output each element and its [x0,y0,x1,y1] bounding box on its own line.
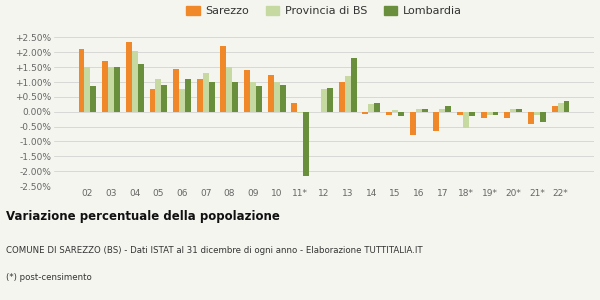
Bar [114,67,120,112]
Bar [469,112,475,116]
Bar [433,112,439,131]
Bar [457,112,463,115]
Bar [226,67,232,112]
Bar [552,106,557,112]
Bar [155,79,161,112]
Bar [528,112,534,124]
Bar [540,112,546,122]
Bar [511,109,516,112]
Bar [91,86,96,112]
Bar [256,86,262,112]
Bar [274,82,280,112]
Legend: Sarezzo, Provincia di BS, Lombardia: Sarezzo, Provincia di BS, Lombardia [182,1,466,21]
Bar [250,82,256,112]
Bar [303,112,309,176]
Bar [197,79,203,112]
Bar [102,61,108,112]
Bar [422,109,428,112]
Bar [179,89,185,112]
Bar [398,112,404,116]
Bar [244,70,250,112]
Text: Variazione percentuale della popolazione: Variazione percentuale della popolazione [6,210,280,223]
Bar [563,101,569,112]
Bar [481,112,487,118]
Bar [149,89,155,112]
Bar [516,109,522,112]
Bar [280,85,286,112]
Bar [374,103,380,112]
Bar [416,109,422,112]
Bar [232,82,238,112]
Bar [108,67,114,112]
Bar [268,75,274,112]
Bar [350,58,356,112]
Bar [137,64,143,112]
Bar [392,110,398,112]
Bar [327,88,333,112]
Bar [161,85,167,112]
Bar [386,112,392,115]
Bar [557,103,563,112]
Bar [173,69,179,112]
Bar [505,112,511,118]
Bar [345,76,350,112]
Bar [132,51,137,112]
Bar [292,103,298,112]
Bar [79,49,85,112]
Text: (*) post-censimento: (*) post-censimento [6,273,92,282]
Bar [298,112,303,113]
Bar [368,104,374,112]
Bar [493,112,499,115]
Bar [445,106,451,112]
Bar [439,109,445,112]
Bar [463,112,469,128]
Bar [220,46,226,112]
Text: COMUNE DI SAREZZO (BS) - Dati ISTAT al 31 dicembre di ogni anno - Elaborazione T: COMUNE DI SAREZZO (BS) - Dati ISTAT al 3… [6,246,422,255]
Bar [185,79,191,112]
Bar [85,67,91,112]
Bar [126,42,132,112]
Bar [339,82,345,112]
Bar [209,82,215,112]
Bar [487,112,493,115]
Bar [362,112,368,114]
Bar [203,73,209,112]
Bar [410,112,416,136]
Bar [534,112,540,115]
Bar [321,89,327,112]
